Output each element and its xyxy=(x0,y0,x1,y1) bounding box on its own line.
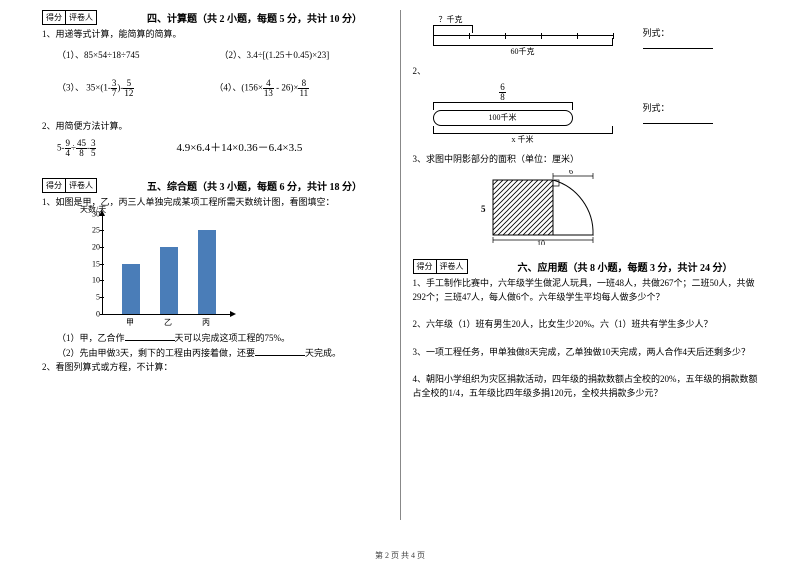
d2-frac: 68 xyxy=(433,83,573,102)
chart-bar xyxy=(160,247,178,314)
chart-bar xyxy=(198,230,216,313)
q4-1-row1: （1）、85×54÷18÷745 （2）、3.4÷[(1.25＋0.45)×23… xyxy=(57,48,388,61)
den: 13 xyxy=(263,89,274,98)
score-cell: 得分 xyxy=(43,11,66,24)
dim-5: 5 xyxy=(481,204,486,214)
txt: 5- xyxy=(57,143,65,153)
q4-1a: （1）、85×54÷18÷745 xyxy=(57,48,139,61)
geometry-shape: 6 5 10 xyxy=(473,170,759,247)
formula-label: 列式： xyxy=(643,101,713,126)
y-tick-label: 15 xyxy=(92,259,100,268)
chart-bar xyxy=(122,264,140,314)
dim-6: 6 xyxy=(569,170,573,176)
q4-2-row: 5-94÷458-35 4.9×6.4＋14×0.36－6.4×3.5 xyxy=(57,139,388,158)
section5-title: 五、综合题（共 3 小题，每题 6 分，共计 18 分） xyxy=(147,178,362,193)
section6-title: 六、应用题（共 8 小题，每题 3 分，共计 24 分） xyxy=(518,259,733,274)
reviewer-cell: 评卷人 xyxy=(66,179,96,192)
diagram-1: ？千克 60千克 列式： xyxy=(433,14,633,57)
den: 8 xyxy=(499,93,506,102)
den: 12 xyxy=(123,89,134,98)
q4-2: 2、用简便方法计算。 xyxy=(42,120,388,134)
section5-header: 得分 评卷人 五、综合题（共 3 小题，每题 6 分，共计 18 分） xyxy=(42,178,388,193)
fraction: 35 xyxy=(90,139,97,158)
txt: 列式： xyxy=(643,28,670,38)
q-num-2: 2、 xyxy=(413,65,759,79)
blank-field[interactable] xyxy=(643,39,713,49)
q4-1-row2: （3）、 35×(1-37)-512 （4）、(156×413 - 26)×81… xyxy=(57,79,388,98)
reviewer-cell: 评卷人 xyxy=(437,260,467,273)
right-column: ？千克 60千克 列式： 2、 68 100千米 x 千米 列式： 3、求图中阴… xyxy=(401,10,771,520)
page-footer: 第 2 页 共 4 页 xyxy=(0,550,800,561)
txt: 列式： xyxy=(643,103,670,113)
x-tick-label: 丙 xyxy=(202,317,210,328)
bracket-large xyxy=(433,38,613,46)
page-container: 得分 评卷人 四、计算题（共 2 小题，每题 5 分，共计 10 分） 1、用递… xyxy=(0,0,800,520)
y-tick-label: 20 xyxy=(92,242,100,251)
q4-1c: （3）、 35×(1-37)-512 xyxy=(57,79,134,98)
number-line xyxy=(433,35,613,36)
arrow-right-icon xyxy=(230,311,236,317)
fraction: 413 xyxy=(263,79,274,98)
q5-2: 2、看图列算式或方程，不计算： xyxy=(42,361,388,375)
reviewer-cell: 评卷人 xyxy=(66,11,96,24)
x-tick-label: 甲 xyxy=(126,317,134,328)
score-box: 得分 评卷人 xyxy=(42,10,97,25)
q6-2: 2、六年级（1）班有男生20人，比女生少20%。六（1）班共有学生多少人？ xyxy=(413,318,759,332)
section4-header: 得分 评卷人 四、计算题（共 2 小题，每题 5 分，共计 10 分） xyxy=(42,10,388,25)
q4-2b: 4.9×6.4＋14×0.36－6.4×3.5 xyxy=(176,139,302,158)
x-tick-label: 乙 xyxy=(164,317,172,328)
dim-10: 10 xyxy=(537,239,545,245)
bracket-top xyxy=(433,102,573,110)
txt: （4）、(156× xyxy=(214,82,263,92)
den: 5 xyxy=(90,149,97,158)
q5-1-2: （2）先由甲做3天，剩下的工程由丙接着做，还要天完成。 xyxy=(57,346,388,359)
q6-4: 4、朝阳小学组织为灾区捐款活动，四年级的捐款数额占全校的20%，五年级的捐款数额… xyxy=(413,373,759,400)
blank-field[interactable] xyxy=(125,331,175,341)
d2-bottom-label: x 千米 xyxy=(433,134,613,145)
bracket-bottom xyxy=(433,126,613,134)
score-box: 得分 评卷人 xyxy=(42,178,97,193)
formula-label: 列式： xyxy=(643,26,713,51)
diagram-2: 68 100千米 x 千米 列式： xyxy=(433,83,633,145)
blank-field[interactable] xyxy=(255,346,305,356)
trapezoid-svg: 6 5 10 xyxy=(473,170,613,245)
num: 6 xyxy=(499,83,506,93)
num: 5 xyxy=(123,79,134,89)
den: 11 xyxy=(298,89,309,98)
score-cell: 得分 xyxy=(414,260,437,273)
num: 4 xyxy=(263,79,274,89)
txt: - 26)× xyxy=(274,82,299,92)
q4-1d: （4）、(156×413 - 26)×811 xyxy=(214,79,309,98)
section6-header: 得分 评卷人 六、应用题（共 8 小题，每题 3 分，共计 24 分） xyxy=(413,259,759,274)
fraction: 811 xyxy=(298,79,309,98)
y-tick-label: 25 xyxy=(92,226,100,235)
y-tick-label: 10 xyxy=(92,276,100,285)
oval-bar: 100千米 xyxy=(433,110,573,126)
num: 8 xyxy=(298,79,309,89)
q5-1-1: （1）甲，乙合作天可以完成这项工程的75%。 xyxy=(57,331,388,344)
score-box: 得分 评卷人 xyxy=(413,259,468,274)
fraction: 458 xyxy=(76,139,87,158)
q6-1: 1、手工制作比赛中，六年级学生做泥人玩具，一班48人，共做267个；二班50人，… xyxy=(413,277,759,304)
d1-bottom-label: 60千克 xyxy=(433,46,613,57)
d1-top-label: ？千克 xyxy=(439,14,633,25)
fraction: 512 xyxy=(123,79,134,98)
q4-1: 1、用递等式计算，能简算的简算。 xyxy=(42,28,388,42)
den: 8 xyxy=(76,149,87,158)
blank-field[interactable] xyxy=(643,114,713,124)
bracket-small xyxy=(433,25,473,33)
section4-title: 四、计算题（共 2 小题，每题 5 分，共计 10 分） xyxy=(147,10,362,25)
q-r3: 3、求图中阴影部分的面积（单位：厘米） xyxy=(413,153,759,167)
left-column: 得分 评卷人 四、计算题（共 2 小题，每题 5 分，共计 10 分） 1、用递… xyxy=(30,10,400,520)
bar-chart: 天数/天 051015202530甲乙丙 xyxy=(82,214,242,329)
score-cell: 得分 xyxy=(43,179,66,192)
x-axis xyxy=(102,314,232,315)
fraction: 68 xyxy=(499,83,506,102)
q4-2a: 5-94÷458-35 xyxy=(57,139,96,158)
y-tick-label: 30 xyxy=(92,209,100,218)
q6-3: 3、一项工程任务，甲单独做8天完成，乙单独做10天完成，两人合作4天后还剩多少？ xyxy=(413,346,759,360)
txt: （3）、 35×(1- xyxy=(57,82,111,92)
q4-1b: （2）、3.4÷[(1.25＋0.45)×23] xyxy=(219,48,329,61)
